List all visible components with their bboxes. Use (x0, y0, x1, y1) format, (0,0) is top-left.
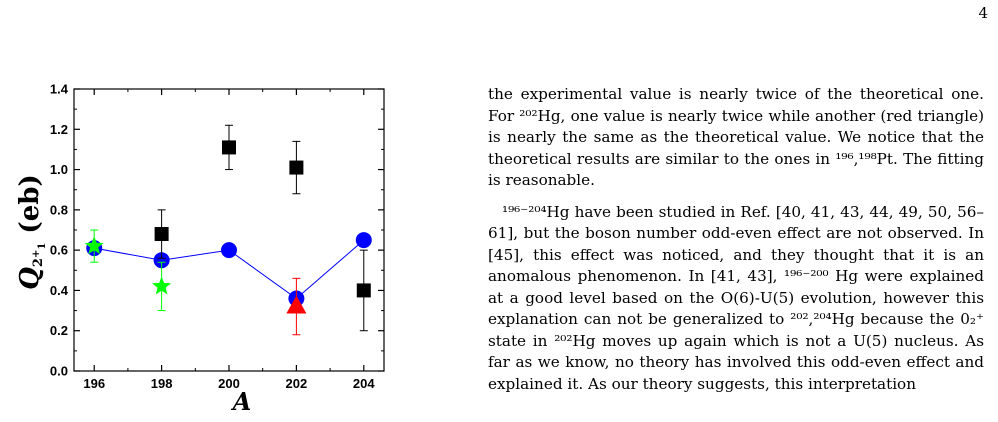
paragraph: the experimental value is nearly twice o… (488, 85, 984, 189)
y-tick-label: 1.0 (50, 162, 68, 177)
body-text: the experimental value is nearly twice o… (488, 84, 984, 395)
y-tick-label: 0.8 (50, 202, 68, 217)
data-point-square (222, 140, 236, 155)
quadrupole-moment-chart: 196 198 200 202 2040.00.20.40.60.81.01.21.4 … (15, 82, 385, 416)
data-point-square (356, 283, 371, 298)
data-point-circle (153, 252, 170, 269)
page-number: 4 (978, 4, 988, 22)
y-tick-label: 1.4 (50, 82, 69, 97)
y-tick-label: 0.4 (50, 283, 69, 298)
paragraph: ¹⁹⁶⁻²⁰⁴Hg have been studied in Ref. [40,… (488, 202, 984, 393)
x-tick-label: 196 (83, 376, 105, 391)
x-tick-label: 202 (286, 376, 308, 391)
data-point-star (84, 236, 104, 255)
data-point-circle (221, 242, 237, 259)
y-tick-label: 0.0 (50, 364, 68, 379)
chart-marks (84, 124, 372, 336)
data-point-square (289, 160, 304, 175)
x-tick-label: 204 (353, 376, 375, 391)
y-axis-label: Q2+1 (eb) (15, 174, 48, 289)
axes: 196 198 200 202 204 0.0 0.2 0.4 0.6 0.8 1.0 1.2 1.4 (50, 82, 384, 391)
x-tick-label: 198 (151, 376, 173, 391)
x-axis-label: A (231, 387, 252, 416)
data-point-star (152, 276, 172, 295)
data-point-circle (355, 232, 372, 249)
data-point-square (154, 227, 169, 242)
data-point-triangle (286, 295, 307, 314)
x-tick-label: 200 (218, 376, 240, 391)
y-tick-label: 0.2 (50, 323, 68, 338)
y-tick-label: 1.2 (50, 122, 68, 137)
y-tick-label: 0.6 (50, 243, 68, 258)
